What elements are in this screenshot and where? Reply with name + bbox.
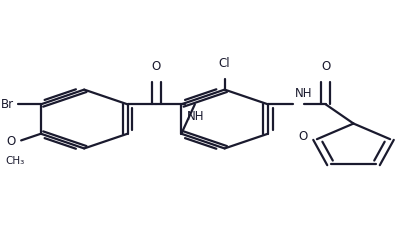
Text: O: O: [321, 60, 330, 73]
Text: O: O: [298, 131, 307, 143]
Text: O: O: [6, 135, 15, 147]
Text: O: O: [152, 60, 161, 73]
Text: Br: Br: [1, 98, 14, 111]
Text: CH₃: CH₃: [6, 156, 25, 166]
Text: NH: NH: [295, 87, 312, 100]
Text: Cl: Cl: [219, 57, 231, 70]
Text: NH: NH: [187, 110, 205, 123]
